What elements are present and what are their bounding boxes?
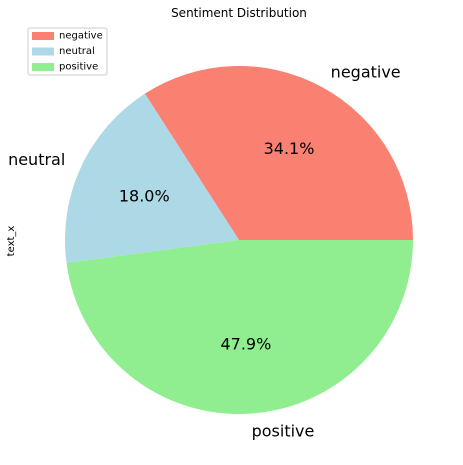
y-axis-label: text_x [6, 226, 17, 257]
pie-slices [64, 66, 413, 415]
legend-label-neutral: neutral [59, 46, 95, 57]
slice-label-positive: positive [252, 421, 315, 440]
legend-label-positive: positive [59, 62, 98, 73]
legend-swatch-neutral [32, 47, 54, 56]
pie-slice-negative [144, 66, 413, 240]
pie-slice-positive [66, 240, 413, 415]
chart-title: Sentiment Distribution [171, 6, 307, 20]
legend-items: negative neutral positive [32, 31, 103, 73]
legend-label-negative: negative [59, 31, 103, 42]
slice-percent-negative: 34.1% [264, 139, 315, 158]
legend-swatch-positive [32, 63, 54, 71]
legend: negative neutral positive [27, 27, 108, 76]
slice-label-neutral: neutral [8, 150, 65, 169]
slice-percent-positive: 47.9% [220, 335, 271, 354]
slice-label-negative: negative [331, 62, 401, 81]
legend-swatch-negative [32, 32, 54, 40]
pie-labels: negative 34.1% neutral 18.0% positive 47.9% [8, 62, 401, 440]
pie-slice-neutral [64, 93, 239, 263]
slice-percent-neutral: 18.0% [119, 187, 170, 206]
